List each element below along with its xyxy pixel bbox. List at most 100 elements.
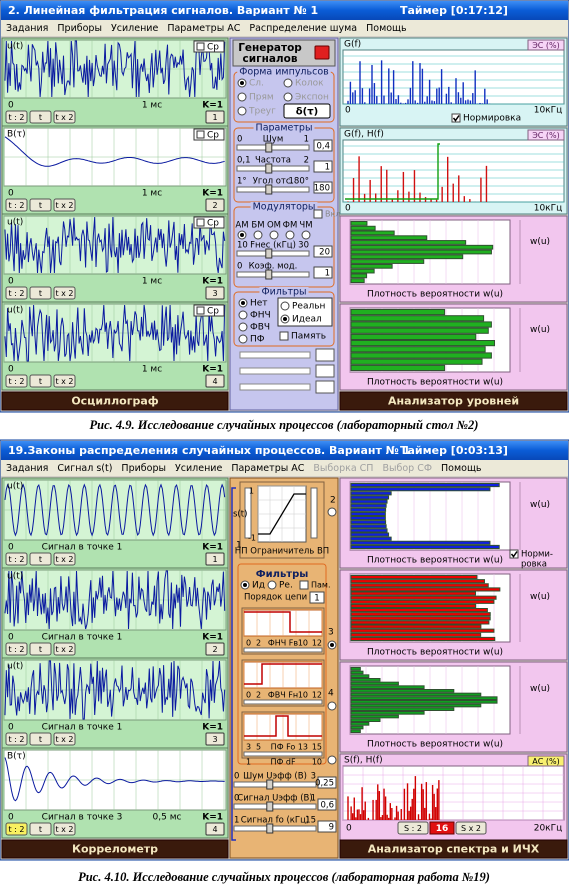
label[interactable]: Идеал [292, 315, 322, 325]
label[interactable]: Реальн [292, 302, 326, 312]
channel-button[interactable] [205, 552, 225, 566]
label[interactable]: 3 [212, 289, 217, 298]
button[interactable] [5, 732, 28, 746]
checkbox[interactable] [279, 331, 289, 341]
slider-thumb[interactable] [266, 779, 274, 790]
button[interactable] [53, 552, 76, 566]
label[interactable]: ПФ [250, 335, 265, 345]
menu-item[interactable]: Параметры АС [167, 23, 240, 34]
menu-item[interactable]: Выборка СП [313, 463, 373, 474]
slider-track[interactable] [233, 781, 317, 788]
button-label[interactable]: t [39, 377, 42, 386]
checkbox[interactable] [196, 42, 205, 51]
button[interactable] [53, 822, 76, 836]
menu-item[interactable]: Приборы [57, 23, 102, 34]
radio[interactable] [253, 230, 263, 240]
radio[interactable] [327, 507, 337, 517]
button-label[interactable]: t : 2 [8, 289, 24, 298]
label[interactable]: 1 [212, 555, 217, 564]
label[interactable]: 2 [212, 645, 217, 654]
menu-item[interactable]: Распределение шума [249, 23, 357, 34]
button[interactable] [29, 732, 52, 746]
radio[interactable] [285, 230, 295, 240]
radio[interactable] [267, 580, 277, 590]
label[interactable]: 1 [212, 113, 217, 122]
radio[interactable] [327, 701, 337, 711]
checkbox[interactable] [196, 130, 205, 139]
button-label[interactable]: t x 2 [55, 735, 73, 744]
label[interactable]: 3 [212, 735, 217, 744]
label[interactable]: Ид [252, 581, 265, 591]
button[interactable] [29, 552, 52, 566]
button[interactable] [5, 198, 28, 212]
button[interactable] [53, 198, 76, 212]
slider-thumb[interactable] [265, 184, 273, 195]
label[interactable]: Нормировка [463, 114, 521, 124]
radio[interactable] [280, 301, 290, 311]
slider-track[interactable] [236, 271, 310, 278]
slider-thumb[interactable] [265, 163, 273, 174]
menu-item[interactable]: Помощь [366, 23, 407, 34]
button-label[interactable]: t : 2 [8, 735, 24, 744]
button[interactable] [29, 374, 52, 388]
menu-item[interactable]: Сигнал s(t) [57, 463, 112, 474]
channel-button[interactable] [205, 198, 225, 212]
label[interactable]: Колок [295, 79, 324, 89]
menu-item[interactable]: Усиление [111, 23, 158, 34]
menu-item[interactable]: Помощь [441, 463, 482, 474]
slider-thumb[interactable] [266, 801, 274, 812]
slider-track[interactable] [243, 647, 323, 653]
button-label[interactable]: t x 2 [55, 113, 73, 122]
channel-button[interactable] [205, 822, 225, 836]
checkbox[interactable] [313, 209, 323, 219]
button[interactable] [5, 642, 28, 656]
button[interactable] [29, 110, 52, 124]
button[interactable] [29, 198, 52, 212]
generator-button[interactable] [314, 45, 330, 60]
label[interactable]: Сл. [249, 79, 264, 89]
slider-track[interactable] [233, 825, 317, 832]
slider-track[interactable] [243, 699, 323, 705]
menu-item[interactable]: Задания [6, 23, 48, 34]
checkbox[interactable] [509, 549, 519, 559]
slider-track[interactable] [310, 487, 318, 539]
slider-track[interactable] [236, 250, 310, 257]
checkbox[interactable] [196, 306, 205, 315]
button-label[interactable]: t [39, 113, 42, 122]
label[interactable]: ФНЧ [250, 311, 271, 321]
button[interactable] [5, 822, 28, 836]
button[interactable] [29, 286, 52, 300]
avg-toggle[interactable] [193, 40, 225, 53]
button-label[interactable]: t [39, 555, 42, 564]
button[interactable] [29, 642, 52, 656]
button-label[interactable]: S : 2 [404, 824, 422, 833]
button-label[interactable]: t : 2 [8, 645, 24, 654]
button-label[interactable]: t [39, 201, 42, 210]
button-label[interactable]: t x 2 [55, 289, 73, 298]
button[interactable] [53, 732, 76, 746]
radio[interactable] [269, 230, 279, 240]
checkbox[interactable] [299, 580, 309, 590]
radio[interactable] [238, 334, 248, 344]
slider-track[interactable] [243, 751, 323, 757]
channel-button[interactable] [205, 110, 225, 124]
selected-option[interactable] [283, 103, 331, 119]
button-label[interactable]: t [39, 825, 42, 834]
label[interactable]: Вкл [325, 210, 340, 219]
radio[interactable] [283, 92, 293, 102]
channel-button[interactable] [205, 286, 225, 300]
label[interactable]: Ср [207, 219, 219, 229]
slider-thumb[interactable] [265, 248, 273, 259]
label[interactable]: Экспон [295, 93, 329, 103]
avg-toggle[interactable] [193, 216, 225, 229]
slider-thumb[interactable] [265, 142, 273, 153]
button-label[interactable]: t [39, 735, 42, 744]
button[interactable] [455, 821, 487, 835]
menu-item[interactable]: Приборы [121, 463, 166, 474]
menu-item[interactable]: Усиление [175, 463, 222, 474]
button-label[interactable]: S x 2 [461, 824, 481, 833]
slider-track[interactable] [233, 803, 317, 810]
slider-track[interactable] [244, 487, 252, 539]
label[interactable]: ФВЧ [250, 323, 270, 333]
button[interactable] [53, 110, 76, 124]
